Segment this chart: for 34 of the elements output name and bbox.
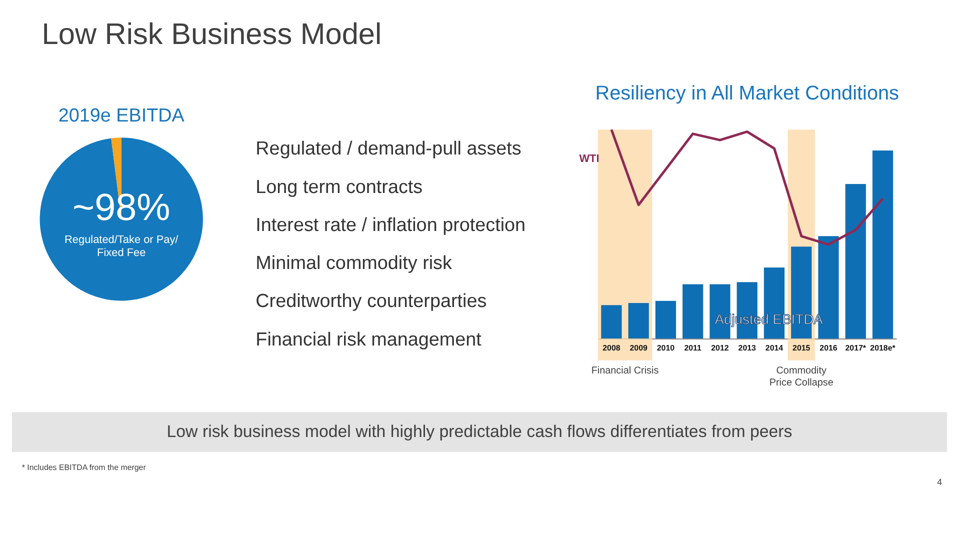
text: Regulated / demand-pull assets [256, 138, 522, 160]
band-label: Commodity Price Collapse [769, 365, 834, 388]
x-tick-label: 2012 [711, 343, 730, 352]
pie-slice [40, 138, 203, 301]
text: Long term contracts [256, 176, 423, 198]
text: Low risk business model with highly predictable cash flows differentiates from peers [166, 422, 792, 442]
chart-title: 2019e EBITDA [58, 106, 185, 127]
bar [655, 300, 676, 339]
text: Interest rate / inflation protection [256, 214, 526, 236]
x-tick-label: 2011 [684, 343, 702, 352]
slice-label: Regulated/Take or Pay/ Fixed Fee [64, 234, 180, 259]
x-tick-label: 2015 [792, 343, 811, 352]
text: * Includes EBITDA from the merger [22, 462, 146, 472]
x-tick-label: 2008 [602, 343, 621, 352]
x-tick-label: 2010 [656, 343, 676, 352]
text: Low Risk Business Model [42, 18, 382, 52]
x-tick-label: 2016 [820, 343, 838, 352]
x-tick-label: 2014 [765, 343, 784, 352]
x-tick-label: 2009 [630, 343, 648, 352]
chart-title: Resiliency in All Market Conditions [595, 82, 900, 105]
bar [628, 303, 649, 339]
bar [872, 150, 894, 339]
series-label: WTI [579, 152, 600, 165]
x-tick-label: 2013 [738, 343, 757, 352]
text: Creditworthy counterparties [256, 291, 487, 312]
text: 4 [937, 476, 942, 487]
x-tick-label: 2018e* [870, 343, 896, 352]
band-label: Financial Crisis [591, 365, 659, 376]
text: Minimal commodity risk [256, 253, 452, 274]
x-tick-label: 2017* [845, 343, 867, 352]
text: Financial risk management [256, 329, 482, 350]
bar [845, 184, 866, 339]
bar [682, 284, 704, 339]
bar [601, 305, 622, 339]
